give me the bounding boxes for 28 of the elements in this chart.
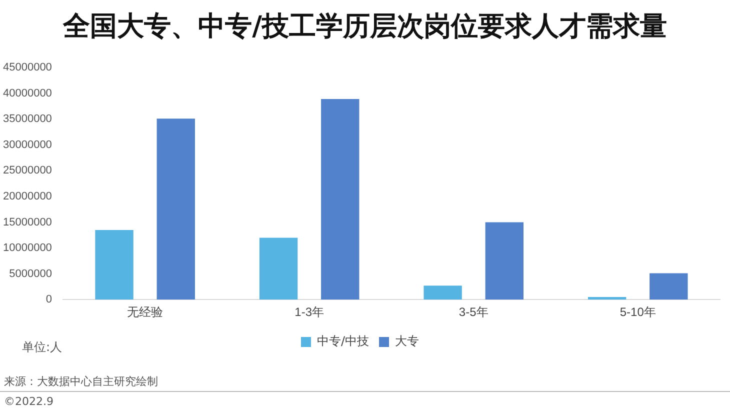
y-tick-label: 35000000 bbox=[2, 113, 52, 126]
y-tick-label: 25000000 bbox=[2, 164, 52, 177]
y-tick-label: 45000000 bbox=[2, 62, 52, 74]
x-tick-label: 1-3年 bbox=[294, 305, 324, 320]
chart-title: 全国大专、中专/技工学历层次岗位要求人才需求量 bbox=[62, 10, 668, 44]
bar bbox=[95, 230, 134, 300]
bar bbox=[485, 222, 524, 300]
legend-label: 大专 bbox=[395, 334, 420, 348]
y-axis-title: 单位:人 bbox=[22, 339, 62, 356]
bar bbox=[588, 297, 626, 300]
bar bbox=[321, 99, 360, 300]
y-tick-label: 40000000 bbox=[2, 87, 52, 100]
x-tick-label: 无经验 bbox=[127, 305, 164, 320]
x-tick-label: 3-5年 bbox=[458, 305, 488, 320]
source-note: 来源：大数据中心自主研究绘制 bbox=[4, 374, 158, 389]
x-tick-label: 5-10年 bbox=[620, 305, 656, 320]
y-tick-label: 30000000 bbox=[2, 138, 52, 151]
bar bbox=[156, 118, 195, 300]
text: ©2022.9 bbox=[4, 395, 54, 408]
legend-label: 中专/中技 bbox=[316, 334, 370, 348]
y-tick-label: 20000000 bbox=[2, 190, 52, 203]
y-tick-label: 0 bbox=[46, 294, 52, 306]
y-tick-label: 15000000 bbox=[2, 216, 52, 228]
y-tick-label: 10000000 bbox=[2, 242, 52, 254]
y-tick-label: 5000000 bbox=[9, 268, 52, 280]
bar bbox=[259, 238, 298, 300]
bar bbox=[424, 286, 462, 300]
bar bbox=[650, 273, 688, 300]
